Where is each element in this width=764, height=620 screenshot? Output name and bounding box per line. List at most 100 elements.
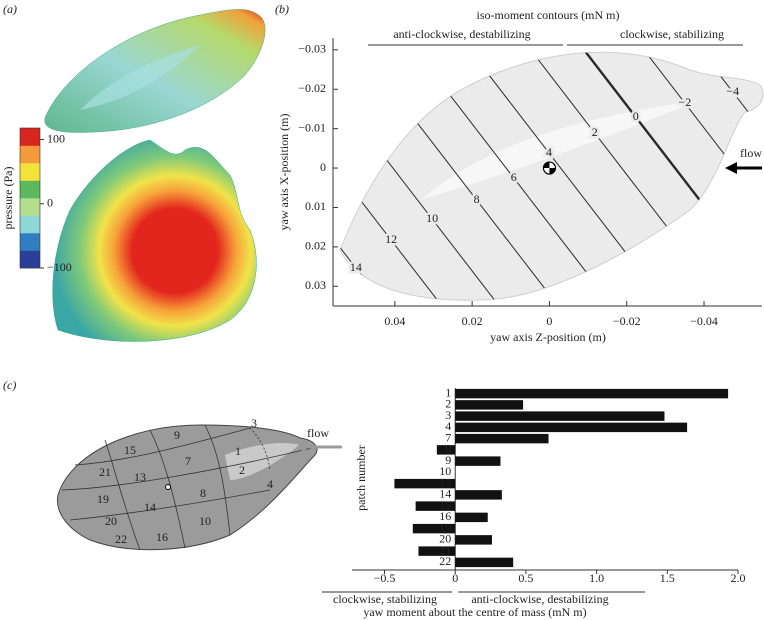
y-tick-label: 1 <box>445 385 451 399</box>
y-tick-label: 13 <box>439 475 451 489</box>
contour-line <box>340 52 511 301</box>
patch-label: 8 <box>200 486 206 500</box>
colorbar-tick-label: 0 <box>47 196 53 210</box>
patch-borders <box>61 424 313 551</box>
x-tick-label: 2.0 <box>731 571 746 585</box>
bar <box>455 490 502 500</box>
contour-label: −2 <box>678 95 691 109</box>
contour-label: 0 <box>633 109 639 123</box>
x-tick-label: −0.02 <box>613 314 641 328</box>
x-tick-label: 0.02 <box>462 314 483 328</box>
x-axis-label: yaw axis Z-position (m) <box>490 330 606 344</box>
patch-label: 3 <box>251 416 257 430</box>
patch-label: 2 <box>239 463 245 477</box>
colorbar-band <box>20 215 40 234</box>
y-tick-label: 7 <box>445 430 451 444</box>
patch-label: 9 <box>174 428 180 442</box>
colorbar-band <box>20 163 40 181</box>
bar <box>455 456 501 466</box>
y-tick-label: 4 <box>445 419 451 433</box>
bar <box>455 400 524 410</box>
colorbar-tick-label: 100 <box>47 131 65 145</box>
colorbar-band <box>20 233 40 251</box>
centre-of-mass-fill <box>543 162 556 175</box>
x-tick-label: 1.0 <box>589 571 604 585</box>
y-tick-label: 14 <box>439 487 451 501</box>
x-axis-label: yaw moment about the centre of mass (mN … <box>363 605 586 619</box>
highlight <box>225 443 300 480</box>
panel-label: (b) <box>275 2 289 16</box>
bar <box>455 433 549 444</box>
annotation: clockwise, stabilizing <box>333 592 437 606</box>
patch-label: 1 <box>235 444 241 458</box>
patch-border <box>69 489 271 521</box>
seed-outline <box>339 51 764 301</box>
bar <box>455 422 688 433</box>
patch-label: 22 <box>115 532 127 546</box>
patch-label: 4 <box>267 477 273 491</box>
surface-patch <box>80 45 200 110</box>
y-tick-label: −0.03 <box>298 42 326 56</box>
y-tick-label: −0.02 <box>298 81 326 95</box>
patch-label: 10 <box>199 514 211 528</box>
centre-of-mass <box>165 484 171 490</box>
colorbar-band <box>20 145 40 164</box>
x-tick-label: 0 <box>546 314 552 328</box>
patch-label: 14 <box>144 500 156 514</box>
x-tick-label: 0.04 <box>384 314 405 328</box>
x-tick-label: 1.5 <box>660 571 675 585</box>
patch-label: 19 <box>97 492 109 506</box>
contour-label: 14 <box>350 260 362 274</box>
patch-label: 16 <box>156 530 168 544</box>
bar <box>455 535 492 545</box>
colorbar-tick-label: −100 <box>47 260 72 274</box>
patch-border <box>204 424 231 536</box>
bar <box>455 411 665 421</box>
y-tick-label: 3 <box>445 408 451 422</box>
y-tick-label: 21 <box>439 543 451 557</box>
patch-border <box>104 439 141 551</box>
highlight <box>420 100 700 200</box>
contour-line <box>340 52 454 301</box>
y-tick-label: −0.01 <box>298 120 326 134</box>
bar <box>412 523 456 534</box>
patch-label: 21 <box>99 465 111 479</box>
contour-label: 4 <box>546 145 552 159</box>
bar <box>455 557 514 568</box>
contour-label: 2 <box>592 125 598 139</box>
patch-border <box>61 447 313 491</box>
y-axis-label: yaw axis X-position (m) <box>277 114 291 231</box>
patch-border <box>149 429 186 549</box>
contour-label: 12 <box>385 232 397 246</box>
y-tick-label: 20 <box>439 532 451 546</box>
bar <box>436 445 456 455</box>
x-tick-label: 0.5 <box>518 571 533 585</box>
contour-line <box>340 52 397 301</box>
colorbar-frame <box>19 127 41 269</box>
patch-label: 15 <box>124 443 136 457</box>
colorbar-band <box>20 250 40 269</box>
bar <box>394 478 456 489</box>
y-tick-label: 22 <box>439 554 451 568</box>
colorbar-band <box>20 128 40 146</box>
chart-title: iso-moment contours (mN m) <box>477 8 620 22</box>
contour-label: 8 <box>474 192 480 206</box>
y-axis-label: patch number <box>354 445 368 511</box>
pressure-surface-bottom <box>52 139 257 342</box>
y-tick-label: 19 <box>439 520 451 534</box>
contour-label: 10 <box>426 211 438 225</box>
y-tick-label: 2 <box>445 397 451 411</box>
patch-label: 13 <box>134 470 146 484</box>
y-tick-label: 0.01 <box>305 199 326 213</box>
y-tick-label: 10 <box>439 464 451 478</box>
panel-label: (a) <box>3 2 17 16</box>
y-tick-label: 15 <box>439 498 451 512</box>
y-tick-label: 16 <box>439 509 451 523</box>
bar <box>455 388 729 399</box>
annotation: anti-clockwise, destabilizing <box>471 592 608 606</box>
bar <box>418 546 456 556</box>
colorbar-label: pressure (Pa) <box>1 167 15 230</box>
flow-arrowhead <box>296 441 306 453</box>
